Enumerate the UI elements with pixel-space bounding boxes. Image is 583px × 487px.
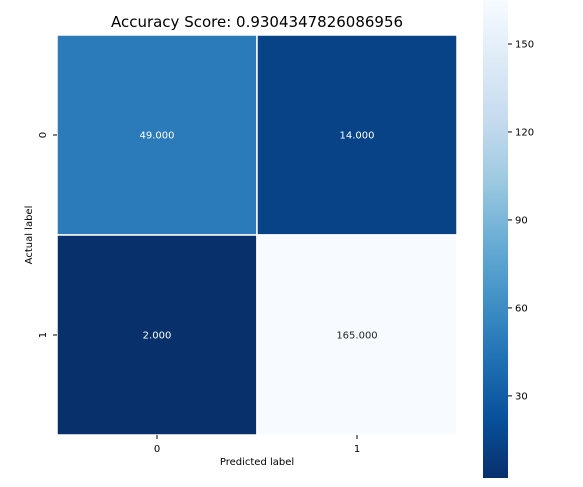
- y-tick-label-1: 1: [38, 332, 49, 338]
- heatmap-cell-r1-c0: [56, 234, 258, 436]
- colorbar-tick-label-1: 60: [515, 303, 528, 314]
- cell-value-label-r1-c0: 2.000: [143, 331, 172, 342]
- chart-title: Accuracy Score: 0.9304347826086956: [111, 13, 403, 31]
- y-tick-label-0: 0: [38, 132, 49, 138]
- y-axis-ticks: 01: [38, 132, 57, 338]
- heatmap-cell-r0-c0: [56, 34, 258, 236]
- x-tick-label-1: 1: [354, 444, 360, 455]
- cell-value-label-r0-c0: 49.000: [140, 131, 175, 142]
- heatmap-cells: [56, 34, 458, 436]
- heatmap-cell-r1-c1: [256, 234, 458, 436]
- colorbar: [483, 0, 508, 478]
- colorbar-ticks: 30 60 90 120 150: [508, 39, 534, 402]
- cell-value-label-r0-c1: 14.000: [340, 131, 375, 142]
- heatmap-cell-labels: 49.000 14.000 2.000 165.000: [140, 131, 378, 342]
- colorbar-tick-label-0: 30: [515, 391, 528, 402]
- x-axis-label: Predicted label: [220, 457, 294, 468]
- cell-value-label-r1-c1: 165.000: [336, 331, 377, 342]
- colorbar-tick-label-2: 90: [515, 215, 528, 226]
- x-tick-label-0: 0: [154, 444, 160, 455]
- y-axis-label: Actual label: [24, 206, 35, 265]
- heatmap-cell-r0-c1: [256, 34, 458, 236]
- colorbar-tick-label-4: 150: [515, 39, 534, 50]
- colorbar-tick-label-3: 120: [515, 127, 534, 138]
